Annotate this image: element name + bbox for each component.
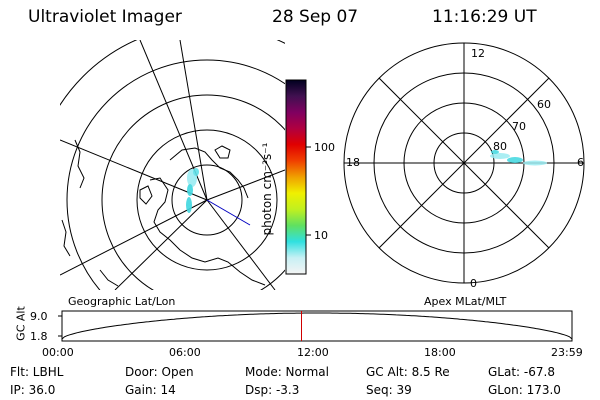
observation-time: 11:16:29 UT xyxy=(432,7,537,27)
gc-alt-readout: GC Alt: 8.5 Re xyxy=(366,365,450,379)
meridian-line xyxy=(60,139,208,201)
meridian-line xyxy=(114,199,208,290)
instrument-title: Ultraviolet Imager xyxy=(28,7,182,27)
timeline-ylabel: GC Alt xyxy=(14,306,28,341)
timeline-ytick-high: 9.0 xyxy=(30,310,48,323)
lat-circle xyxy=(66,59,285,290)
mlt-diagonal xyxy=(378,77,550,249)
mlt-label-6: 6 xyxy=(577,156,584,169)
colorbar-unit-label: photon cm⁻²s⁻¹ xyxy=(260,142,274,236)
mlat-label-70: 70 xyxy=(512,120,526,133)
colorbar-tick-10: 10 xyxy=(314,229,328,242)
mlat-label-60: 60 xyxy=(537,98,551,111)
observation-date: 28 Sep 07 xyxy=(272,7,359,27)
mlt-label-18: 18 xyxy=(346,156,360,169)
mlt-label-0: 0 xyxy=(470,277,477,290)
timeline-ticks xyxy=(58,315,62,337)
apex-polar-plot xyxy=(343,42,585,284)
coastlines xyxy=(61,139,266,287)
geographic-map xyxy=(60,40,285,290)
glat-readout: GLat: -67.8 xyxy=(488,365,555,379)
meridian-line xyxy=(206,169,285,201)
timeline-xtick-0600: 06:00 xyxy=(169,346,201,359)
mlt-label-12: 12 xyxy=(471,47,485,60)
meridian-line xyxy=(179,40,208,201)
aurora-emission xyxy=(186,168,199,213)
meridian-line xyxy=(60,199,208,276)
timeline-xtick-1200: 12:00 xyxy=(297,346,329,359)
ip-readout: IP: 36.0 xyxy=(10,383,56,397)
meridian-line xyxy=(206,199,276,290)
glon-readout: GLon: 173.0 xyxy=(488,383,561,397)
seq-readout: Seq: 39 xyxy=(366,383,412,397)
dsp-readout: Dsp: -3.3 xyxy=(245,383,300,397)
timeline-xtick-2359: 23:59 xyxy=(551,346,583,359)
lat-circle xyxy=(136,129,278,271)
timeline-xtick-1800: 18:00 xyxy=(424,346,456,359)
colorbar xyxy=(285,79,307,275)
timeline-frame xyxy=(61,310,573,342)
colorbar-ticks xyxy=(306,146,311,236)
gain-readout: Gain: 14 xyxy=(125,383,176,397)
dayside-line xyxy=(206,199,251,226)
timeline-xtick-0000: 00:00 xyxy=(42,346,74,359)
filter-readout: Flt: LBHL xyxy=(10,365,64,379)
lat-circle xyxy=(171,164,243,236)
colorbar-tick-100: 100 xyxy=(314,141,335,154)
mode-readout: Mode: Normal xyxy=(245,365,329,379)
mlat-label-80: 80 xyxy=(493,140,507,153)
apex-aurora xyxy=(490,150,547,166)
right-panel-caption: Apex MLat/MLT xyxy=(424,295,507,308)
door-readout: Door: Open xyxy=(125,365,194,379)
left-panel-caption: Geographic Lat/Lon xyxy=(68,295,176,308)
altitude-curve xyxy=(61,312,573,340)
lat-circle xyxy=(101,94,285,290)
timeline-ytick-low: 1.8 xyxy=(30,330,48,343)
